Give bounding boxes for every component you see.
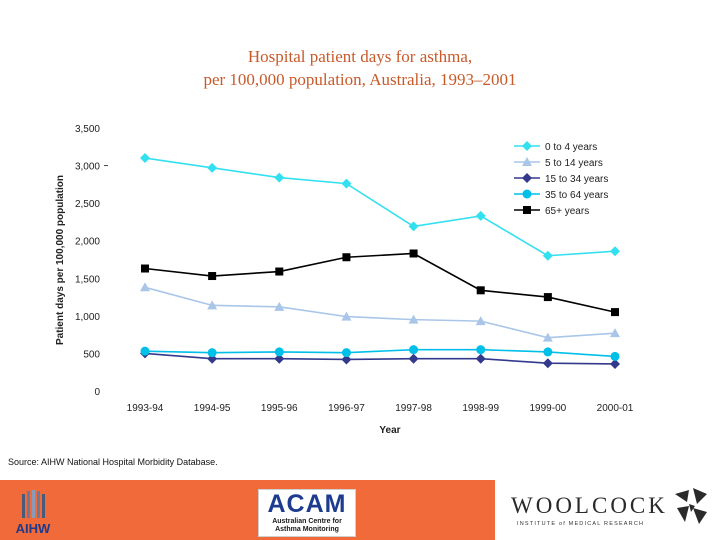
woolcock-subtitle: INSTITUTE of MEDICAL RESEARCH [517, 521, 645, 527]
x-tick-label: 1999-00 [530, 403, 567, 414]
series-line [144, 286, 616, 339]
x-tick-label: 1996-97 [328, 403, 365, 414]
data-point [476, 345, 486, 355]
legend-label: 65+ years [545, 206, 589, 217]
chart-title-line-2: per 100,000 population, Australia, 1993–… [203, 70, 517, 89]
chart-title-line-1: Hospital patient days for asthma, [247, 47, 473, 66]
source-note: Source: AIHW National Hospital Morbidity… [8, 457, 218, 467]
y-tick-label: 0 [94, 387, 100, 398]
legend-marker [523, 206, 531, 214]
aihw-logo: AIHW [8, 490, 58, 538]
data-point [408, 221, 419, 232]
acam-label: ACAM [267, 490, 347, 518]
series-line [144, 348, 616, 358]
data-point [408, 353, 419, 364]
data-point [274, 172, 285, 183]
legend-marker [522, 173, 532, 183]
line-chart: 0 500 1,000 1,500 2,000 2,500 3,000 3,500 1993-9… [55, 124, 634, 436]
legend-marker [522, 141, 532, 151]
data-point [611, 308, 619, 317]
legend-marker [522, 189, 532, 199]
data-point [542, 332, 553, 342]
data-point [543, 293, 552, 302]
data-point [409, 345, 419, 355]
y-axis-label: Patient days per 100,000 population [55, 175, 66, 345]
aihw-emblem-icon [22, 490, 45, 518]
footer-bar: AIHW ACAM Australian Centre for Asthma M… [0, 480, 720, 540]
y-tick-label: 1,000 [75, 312, 100, 323]
data-point [140, 346, 150, 356]
data-point [341, 354, 352, 365]
x-tick-label: 1993-94 [127, 403, 164, 414]
y-tick-label: 1,500 [75, 274, 100, 285]
data-point [543, 347, 553, 357]
data-point [141, 264, 149, 273]
y-tick-label: 2,500 [75, 199, 100, 210]
woolcock-logo: WOOLCOCK INSTITUTE of MEDICAL RESEARCH [495, 480, 720, 540]
y-tick-label: 3,500 [75, 124, 100, 135]
x-tick-label: 1998-99 [462, 403, 499, 414]
y-tick-label: 3,000 [75, 162, 100, 173]
y-tick-label: 500 [83, 349, 100, 360]
woolcock-label: WOOLCOCK [511, 493, 668, 518]
data-point [341, 311, 352, 321]
data-point [475, 210, 486, 221]
x-tick-label: 1994-95 [194, 403, 231, 414]
series-line [144, 252, 616, 313]
data-point [274, 353, 285, 364]
data-point [207, 348, 217, 358]
data-point [610, 246, 620, 257]
data-point [610, 351, 620, 361]
data-point [274, 347, 284, 357]
data-point [610, 358, 620, 369]
legend-label: 5 to 14 years [545, 158, 603, 169]
legend-label: 15 to 34 years [545, 174, 608, 185]
woolcock-emblem-icon [675, 488, 707, 524]
legend-label: 0 to 4 years [545, 142, 597, 153]
x-axis-label: Year [379, 425, 400, 436]
legend-label: 35 to 64 years [545, 190, 608, 201]
data-point [475, 316, 486, 326]
data-point [140, 282, 150, 292]
data-point [476, 286, 485, 295]
data-point [275, 267, 284, 276]
series-line [144, 157, 616, 257]
data-point [610, 328, 620, 338]
data-point [542, 358, 553, 369]
acam-logo: ACAM Australian Centre for Asthma Monito… [258, 489, 356, 537]
data-point [475, 353, 486, 364]
series-line [144, 352, 616, 365]
y-tick-label: 2,000 [75, 237, 100, 248]
data-point [207, 300, 218, 310]
data-point [207, 162, 218, 173]
legend-marker [522, 157, 532, 166]
x-tick-label: 1997-98 [395, 403, 432, 414]
x-tick-label: 1995-96 [261, 403, 298, 414]
x-tick-label: 2000-01 [597, 403, 634, 414]
data-point [542, 250, 553, 261]
aihw-label: AIHW [15, 521, 51, 536]
data-point [208, 272, 217, 281]
data-point [140, 153, 150, 164]
data-point [274, 301, 285, 311]
data-point [341, 178, 352, 189]
data-point [409, 249, 418, 258]
data-point [341, 348, 351, 358]
data-point [342, 253, 351, 262]
acam-subtitle: Australian Centre for Asthma Monitoring [272, 518, 342, 533]
data-point [408, 314, 419, 324]
